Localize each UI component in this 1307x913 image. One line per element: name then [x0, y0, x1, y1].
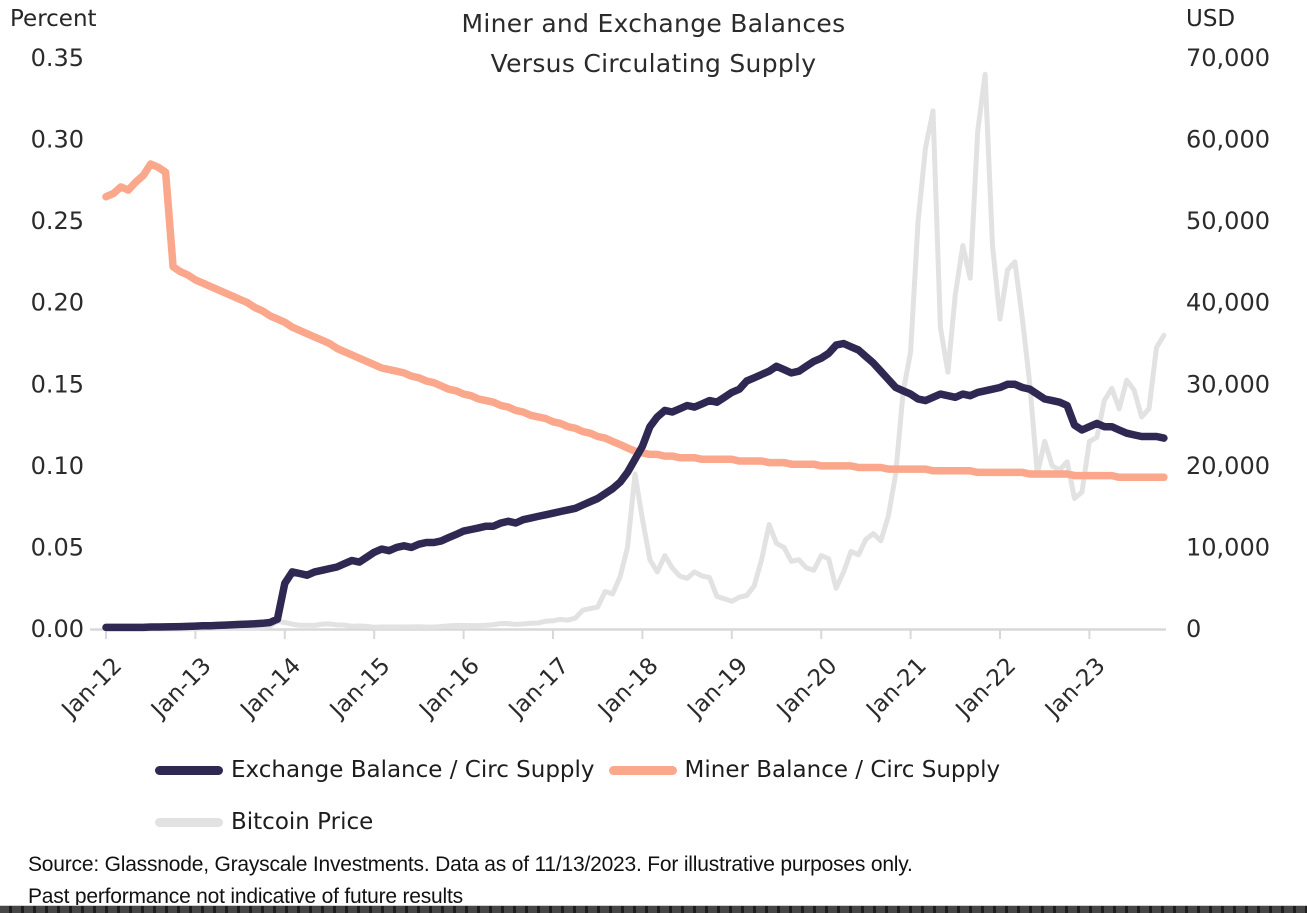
legend-item-miner-balance: Miner Balance / Circ Supply: [608, 757, 1001, 783]
svg-text:Jan-17: Jan-17: [503, 653, 574, 724]
svg-text:0.05: 0.05: [31, 533, 84, 561]
svg-text:0.10: 0.10: [31, 452, 84, 480]
bitcoin-price-swatch: [155, 817, 223, 827]
bottom-strip-bar: [0, 905, 1307, 913]
left-axis-unit-label: Percent: [10, 6, 97, 32]
legend-row-2: Bitcoin Price: [155, 809, 387, 835]
svg-text:Jan-18: Jan-18: [592, 653, 663, 724]
svg-text:0.15: 0.15: [31, 370, 84, 398]
svg-text:0.25: 0.25: [31, 207, 84, 235]
chart-canvas: Jan-12 Jan-13 Jan-14 Jan-15 Jan-16 Jan-17 Jan-…: [31, 44, 1270, 724]
svg-text:Jan-22: Jan-22: [950, 653, 1021, 724]
svg-text:Jan-13: Jan-13: [145, 653, 216, 724]
miner-balance-swatch: [608, 765, 677, 775]
svg-text:10,000: 10,000: [1186, 533, 1270, 561]
svg-text:Jan-21: Jan-21: [860, 653, 931, 724]
svg-text:50,000: 50,000: [1186, 207, 1270, 235]
svg-text:Jan-16: Jan-16: [413, 653, 484, 724]
legend-item-exchange-balance: Exchange Balance / Circ Supply: [155, 757, 595, 783]
svg-text:40,000: 40,000: [1186, 289, 1270, 317]
svg-text:30,000: 30,000: [1186, 370, 1270, 398]
source-footnote-line-2: Past performance not indicative of futur…: [28, 885, 463, 908]
legend-item-bitcoin-price: Bitcoin Price: [155, 809, 373, 835]
exchange-balance-swatch: [155, 765, 223, 775]
svg-text:20,000: 20,000: [1186, 452, 1270, 480]
source-footnote: Source: Glassnode, Grayscale Investments…: [28, 849, 913, 913]
svg-text:60,000: 60,000: [1186, 126, 1270, 154]
right-axis-unit-label: USD: [1186, 6, 1236, 32]
source-footnote-line-1: Source: Glassnode, Grayscale Investments…: [28, 853, 913, 876]
svg-text:0.20: 0.20: [31, 289, 84, 317]
svg-text:0.35: 0.35: [31, 44, 84, 72]
legend-label-bitcoin-price: Bitcoin Price: [231, 809, 374, 835]
legend-row-1: Exchange Balance / Circ Supply Miner Bal…: [155, 757, 1014, 783]
legend-label-exchange-balance: Exchange Balance / Circ Supply: [231, 757, 595, 783]
svg-text:0.00: 0.00: [31, 615, 84, 643]
svg-text:Jan-14: Jan-14: [235, 653, 306, 724]
svg-text:Jan-12: Jan-12: [56, 653, 127, 724]
svg-text:0.30: 0.30: [31, 126, 84, 154]
svg-text:70,000: 70,000: [1186, 44, 1270, 72]
svg-text:0: 0: [1186, 615, 1201, 643]
svg-text:Jan-23: Jan-23: [1039, 653, 1110, 724]
svg-text:Jan-20: Jan-20: [771, 653, 842, 724]
legend-label-miner-balance: Miner Balance / Circ Supply: [684, 757, 1001, 783]
svg-text:Jan-19: Jan-19: [682, 653, 753, 724]
svg-text:Jan-15: Jan-15: [324, 653, 395, 724]
